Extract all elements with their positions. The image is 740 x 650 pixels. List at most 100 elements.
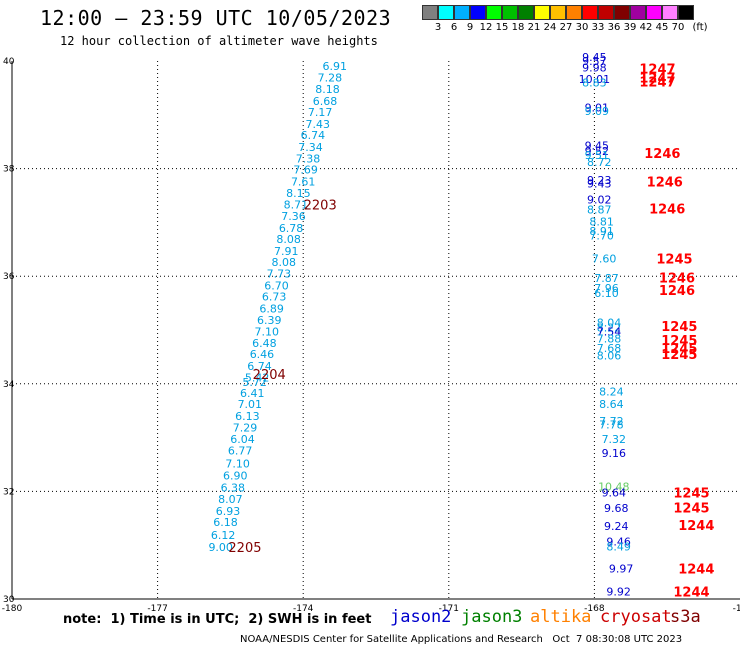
time-label: 1246	[644, 147, 680, 162]
legend-swatch	[614, 5, 630, 20]
y-tick-label: 32	[3, 487, 14, 497]
swh-point: 6.18	[213, 516, 238, 529]
swh-point: 7.01	[238, 398, 263, 411]
swh-point: 5.42	[245, 371, 270, 384]
swh-point: 7.10	[255, 326, 280, 339]
chart-title: 12:00 – 23:59 UTC 10/05/2023	[40, 6, 392, 30]
swh-point: 6.48	[252, 337, 277, 350]
legend-label: 70	[671, 22, 685, 33]
time-label: 2204	[253, 368, 286, 383]
swh-point: 6.13	[235, 410, 260, 423]
satellite-jason2: jason2	[390, 607, 452, 627]
legend-label: 24	[543, 22, 557, 33]
swh-point: 10.01	[579, 73, 611, 86]
swh-point: 6.74	[247, 360, 272, 373]
swh-point: 6.78	[279, 222, 304, 235]
legend-swatch	[518, 5, 534, 20]
swh-point: 7.96	[594, 282, 619, 295]
time-label: 1245	[673, 486, 709, 501]
swh-point: 8.06	[597, 349, 622, 362]
time-label: 1247	[639, 72, 675, 87]
swh-point: 8.15	[286, 187, 311, 200]
swh-point: 7.34	[298, 141, 323, 154]
swh-point: 7.73	[267, 268, 292, 281]
time-label: 1245	[656, 252, 692, 267]
legend-swatch	[566, 5, 582, 20]
legend-swatch	[662, 5, 678, 20]
marks: 6.917.288.186.687.177.436.747.347.387.69…	[208, 51, 714, 600]
swh-point: 7.61	[291, 176, 316, 189]
y-tick-label: 34	[3, 380, 15, 390]
legend-swatch	[422, 5, 438, 20]
swh-point: 6.73	[262, 291, 287, 304]
legend-label: 39	[623, 22, 637, 33]
time-label: 1245	[661, 320, 697, 335]
swh-point: 8.24	[599, 385, 624, 398]
x-tick-label: -16	[733, 604, 740, 614]
time-label: 1247	[639, 63, 675, 78]
swh-point: 8.04	[597, 316, 622, 329]
swh-point: 7.69	[293, 164, 318, 177]
swh-point: 9.92	[606, 585, 631, 598]
swh-point: 6.90	[223, 469, 248, 482]
swh-point: 6.39	[257, 314, 282, 327]
swh-point: 7.91	[274, 245, 299, 258]
satellite-s3a: s3a	[670, 607, 701, 627]
swh-point: 8.87	[587, 203, 612, 216]
swh-point: 9.98	[582, 61, 607, 74]
swh-point: 7.29	[233, 421, 258, 434]
swh-point: 6.77	[228, 445, 253, 458]
legend-label: 33	[591, 22, 605, 33]
color-scale-legend	[422, 5, 694, 20]
y-tick-label: 40	[3, 57, 15, 67]
swh-point: 8.08	[272, 256, 297, 269]
legend-swatch	[550, 5, 566, 20]
swh-point: 9.45	[585, 139, 610, 152]
swh-point: 9.52	[585, 145, 610, 158]
swh-point: 7.38	[296, 152, 321, 165]
x-tick-label: -174	[293, 604, 314, 614]
swh-point: 8.64	[599, 398, 624, 411]
swh-point: 9.24	[604, 520, 629, 533]
legend-swatch	[598, 5, 614, 20]
swh-point: 6.12	[211, 529, 236, 542]
swh-point: 8.07	[218, 493, 243, 506]
time-label: 1244	[678, 562, 714, 577]
x-tick-label: -177	[147, 604, 167, 614]
time-label: 1246	[647, 176, 683, 191]
swh-point: 8.91	[589, 225, 614, 238]
swh-point: 7.32	[602, 433, 627, 446]
swh-point: 7.72	[599, 415, 624, 428]
satellite-altika: altika	[530, 607, 592, 627]
y-tick-label: 36	[3, 272, 15, 282]
swh-point: 6.70	[264, 279, 289, 292]
swh-point: 10.48	[598, 481, 630, 494]
legend-swatch	[470, 5, 486, 20]
time-label: 1244	[678, 519, 714, 534]
swh-point: 6.04	[230, 433, 255, 446]
legend-label: 12	[479, 22, 493, 33]
swh-point: 9.68	[604, 502, 629, 515]
swh-point: 9.23	[587, 174, 612, 187]
swh-point: 8.72	[587, 156, 612, 169]
legend-label: 9	[466, 22, 474, 33]
swh-point: 8.83	[582, 77, 607, 90]
legend-swatch	[438, 5, 454, 20]
swh-point: 6.10	[594, 287, 619, 300]
legend-swatch	[646, 5, 662, 20]
time-label: 1247	[639, 75, 675, 90]
satellite-cryosat: cryosat	[600, 607, 672, 627]
legend-label: 18	[511, 22, 525, 33]
swh-point: 9.16	[602, 447, 627, 460]
y-tick-label: 30	[3, 595, 15, 605]
credit-line: NOAA/NESDIS Center for Satellite Applica…	[240, 634, 683, 645]
legend-label: 45	[655, 22, 669, 33]
time-label: 1245	[661, 342, 697, 357]
satellite-jason3: jason3	[461, 607, 523, 627]
swh-point: 8.22	[597, 321, 622, 334]
swh-point: 9.09	[585, 105, 610, 118]
swh-point: 8.81	[589, 215, 614, 228]
legend-swatch	[502, 5, 518, 20]
time-label: 1246	[659, 284, 695, 299]
